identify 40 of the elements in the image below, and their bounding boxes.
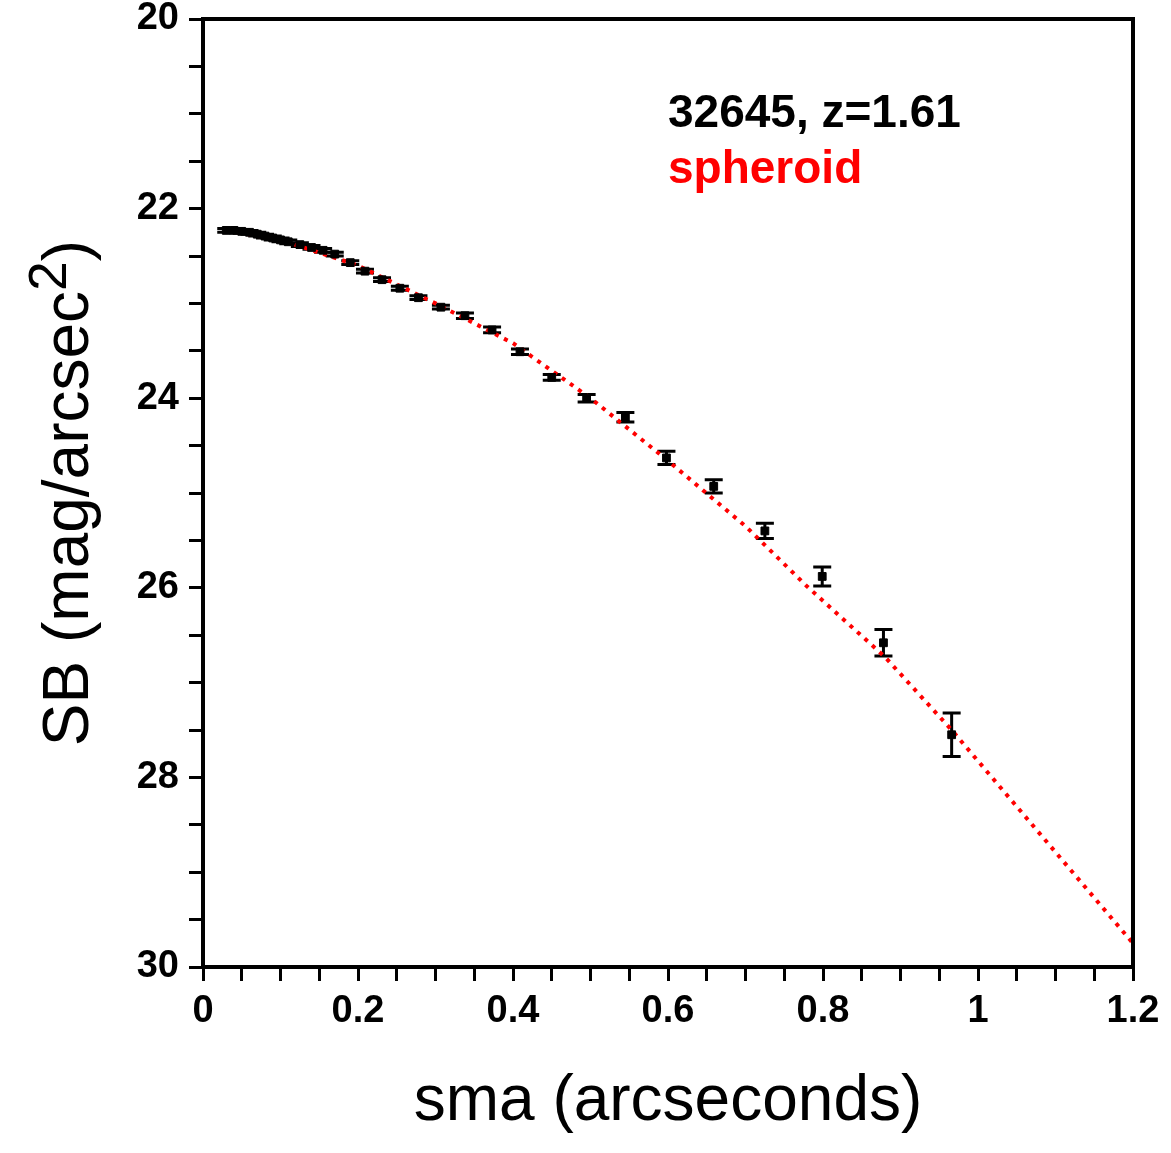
point: [360, 266, 370, 276]
point: [460, 311, 470, 321]
point: [260, 231, 270, 241]
point: [307, 243, 316, 252]
point: [318, 245, 328, 255]
point: [245, 227, 254, 237]
text: spheroid: [668, 140, 863, 193]
point: [276, 235, 285, 245]
x-tick-label: 0.2: [331, 988, 385, 1031]
x-axis-title: sma (arcseconds): [412, 1062, 924, 1134]
y-tick-label: 30: [136, 943, 179, 986]
point: [330, 249, 340, 259]
point: [487, 325, 497, 335]
point: [879, 638, 888, 648]
x-tick-label: 0.8: [796, 988, 850, 1031]
point: [436, 302, 446, 312]
point: [229, 226, 239, 235]
annotation: 32645, z=1.61: [668, 84, 961, 137]
point: [395, 283, 405, 293]
x-tick-label: 0.6: [641, 988, 695, 1031]
y-tick-label: 28: [136, 753, 179, 796]
point: [283, 237, 293, 247]
point: [947, 730, 957, 740]
point: [515, 347, 525, 357]
point: [345, 258, 355, 268]
y-tick-label: 26: [136, 564, 179, 607]
y-tick-label: 24: [136, 374, 179, 417]
point: [295, 240, 305, 250]
y-tick-label: 22: [136, 185, 179, 228]
y-tick-label: 20: [136, 0, 179, 38]
point: [268, 233, 278, 243]
x-tick-label: 1: [967, 988, 989, 1031]
x-tick-label: 1.2: [1106, 988, 1160, 1031]
point: [414, 293, 423, 303]
point: [547, 372, 557, 382]
point: [377, 275, 387, 285]
point: [237, 226, 247, 236]
x-tick-label: 0: [192, 988, 214, 1031]
point: [662, 453, 671, 463]
x-tick-label: 0.4: [486, 988, 540, 1031]
